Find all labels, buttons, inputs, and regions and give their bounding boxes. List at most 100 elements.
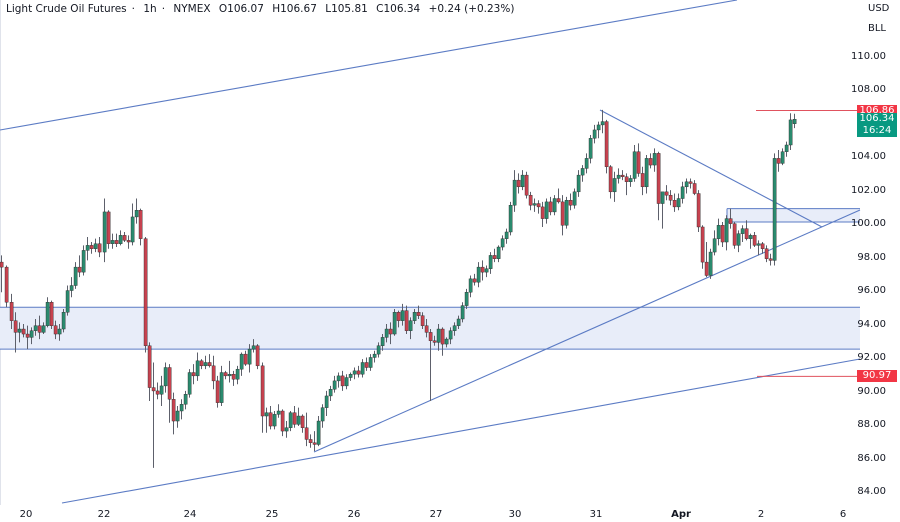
candle [400,310,405,321]
alert-low-value: 90.97 [862,370,892,382]
candle [492,255,497,259]
candle [37,325,42,333]
candle [412,312,417,321]
separator: · [131,3,135,15]
candle [640,173,645,188]
candle [692,183,697,194]
channel-upper-trendline[interactable] [0,0,738,131]
time-tick: 31 [589,509,603,520]
candle [780,151,785,164]
candle [732,223,737,246]
candle [300,415,305,428]
candle [211,365,216,382]
candle [364,362,369,368]
candle [102,211,107,253]
candle [231,373,236,380]
channel-lower-trendline[interactable] [61,358,861,504]
candle [568,200,573,206]
candle [540,206,545,219]
candle [272,414,277,427]
candle [207,362,212,367]
price-tick: 96.00 [857,285,886,297]
candle [4,266,9,303]
time-tick: 26 [347,509,361,520]
candle [17,328,22,333]
ohlc-low: L105.81 [325,3,368,15]
time-tick: 6 [839,509,847,520]
falling-resistance-trendline[interactable] [599,109,823,228]
candle [384,328,389,338]
rising-support-trendline[interactable] [313,209,861,453]
candle [69,285,74,291]
candle [179,404,184,412]
candle [187,372,192,395]
candle [676,198,681,208]
candle [604,121,609,167]
candle [25,333,30,338]
candle [652,153,657,166]
candle [41,325,46,333]
candle [600,121,605,126]
candle [73,266,78,286]
candle [57,328,62,335]
candle [764,248,769,259]
candle [21,328,26,335]
candle [476,266,481,283]
candle [110,240,115,244]
price-tick: 88.00 [857,419,886,431]
candle [440,328,445,345]
candle [219,372,224,403]
candle [316,420,321,445]
candle [118,235,123,244]
candle [588,138,593,159]
candle [772,158,777,261]
candle [134,210,139,218]
candle [460,305,465,320]
candle [195,360,200,377]
candle [85,245,90,251]
separator: · [161,3,166,15]
symbol-name[interactable]: Light Crude Oil Futures [6,3,127,15]
time-tick: 27 [429,509,443,520]
time-tick: 30 [508,509,522,520]
candle [130,216,135,243]
candle [628,178,633,183]
price-tick: 100.00 [851,218,886,230]
candle [288,412,293,428]
candle [167,367,172,400]
candle [464,292,469,306]
candle [608,166,613,193]
unit-label[interactable]: BLL [868,23,887,34]
candle [700,226,705,263]
candle [556,198,561,203]
price-tick: 90.00 [857,385,886,397]
candle [548,201,553,213]
interval[interactable]: 1h [143,3,157,15]
candle [788,119,793,146]
candle [428,332,433,341]
candle [752,235,757,246]
candle [504,231,509,239]
candle [768,258,773,261]
candle [704,261,709,276]
candle [356,370,361,375]
candle [520,174,525,188]
candle [344,377,349,387]
candle [756,243,761,246]
candle [147,345,152,388]
candle [223,372,228,377]
candle [536,203,541,208]
candle [480,266,485,273]
candle [320,407,325,422]
time-tick: 20 [19,509,33,520]
candle [452,325,457,331]
candle [636,151,641,174]
resistance-box [727,208,860,222]
currency-label[interactable]: USD [868,3,890,14]
candle [388,328,393,335]
alert-price-tag-low[interactable]: 90.97 [857,370,897,383]
candle [199,360,204,367]
candle [191,372,196,377]
